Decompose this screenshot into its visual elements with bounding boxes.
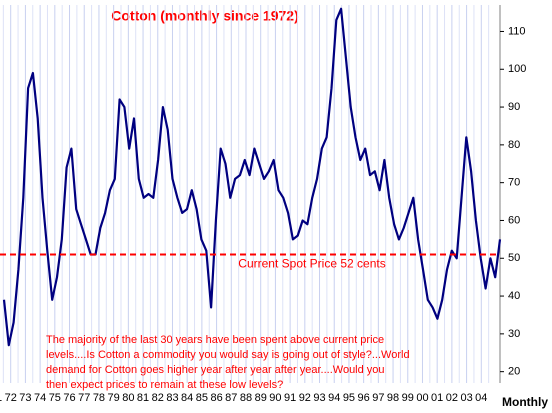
y-tick-label: 110 bbox=[508, 25, 526, 37]
y-tick-label: 20 bbox=[508, 366, 520, 378]
annotation-line: levels....Is Cotton a commodity you woul… bbox=[46, 349, 410, 361]
x-tick-label: 00 bbox=[416, 392, 428, 404]
x-tick-label: 91 bbox=[284, 392, 296, 404]
x-tick-label: 01 bbox=[431, 392, 443, 404]
x-tick-label: 89 bbox=[255, 392, 267, 404]
x-tick-label: 87 bbox=[225, 392, 237, 404]
y-tick-label: 90 bbox=[508, 101, 520, 113]
x-tick-label: 81 bbox=[137, 392, 149, 404]
x-tick-label: 82 bbox=[152, 392, 164, 404]
y-tick-label: 40 bbox=[508, 290, 520, 302]
x-tick-label: 97 bbox=[372, 392, 384, 404]
chart-title: Cotton (monthly since 1972) bbox=[111, 8, 298, 24]
x-tick-label: 85 bbox=[196, 392, 208, 404]
x-tick-label: 80 bbox=[122, 392, 134, 404]
y-tick-label: 60 bbox=[508, 214, 520, 226]
x-tick-label: 93 bbox=[313, 392, 325, 404]
x-tick-label: 98 bbox=[387, 392, 399, 404]
x-tick-label: 96 bbox=[358, 392, 370, 404]
x-tick-label: 75 bbox=[49, 392, 61, 404]
x-tick-label: 72 bbox=[5, 392, 17, 404]
x-tick-label: 71 bbox=[0, 392, 2, 404]
y-tick-label: 70 bbox=[508, 177, 520, 189]
x-tick-label: 78 bbox=[93, 392, 105, 404]
reference-label: Current Spot Price 52 cents bbox=[238, 257, 385, 271]
x-tick-label: 04 bbox=[475, 392, 487, 404]
x-tick-label: 95 bbox=[343, 392, 355, 404]
x-axis-label: Monthly bbox=[502, 395, 548, 409]
x-tick-label: 88 bbox=[240, 392, 252, 404]
x-tick-label: 73 bbox=[19, 392, 31, 404]
x-tick-label: 84 bbox=[181, 392, 193, 404]
x-tick-label: 76 bbox=[63, 392, 75, 404]
x-tick-label: 94 bbox=[328, 392, 340, 404]
x-tick-label: 02 bbox=[446, 392, 458, 404]
x-tick-label: 99 bbox=[402, 392, 414, 404]
price-line bbox=[2, 7, 502, 347]
x-tick-label: 03 bbox=[460, 392, 472, 404]
x-tick-label: 83 bbox=[166, 392, 178, 404]
x-tick-label: 79 bbox=[108, 392, 120, 404]
annotation-line: The majority of the last 30 years have b… bbox=[46, 334, 384, 346]
x-tick-label: 86 bbox=[210, 392, 222, 404]
annotation-line: then expect prices to remain at these lo… bbox=[46, 379, 283, 391]
x-tick-label: 77 bbox=[78, 392, 90, 404]
y-tick-label: 30 bbox=[508, 328, 520, 340]
x-tick-label: 90 bbox=[269, 392, 281, 404]
y-tick-label: 80 bbox=[508, 139, 520, 151]
x-tick-label: 92 bbox=[299, 392, 311, 404]
x-tick-label: 74 bbox=[34, 392, 46, 404]
y-tick-label: 50 bbox=[508, 252, 520, 264]
y-tick-label: 100 bbox=[508, 63, 526, 75]
annotation-line: demand for Cotton goes higher year after… bbox=[46, 364, 385, 376]
